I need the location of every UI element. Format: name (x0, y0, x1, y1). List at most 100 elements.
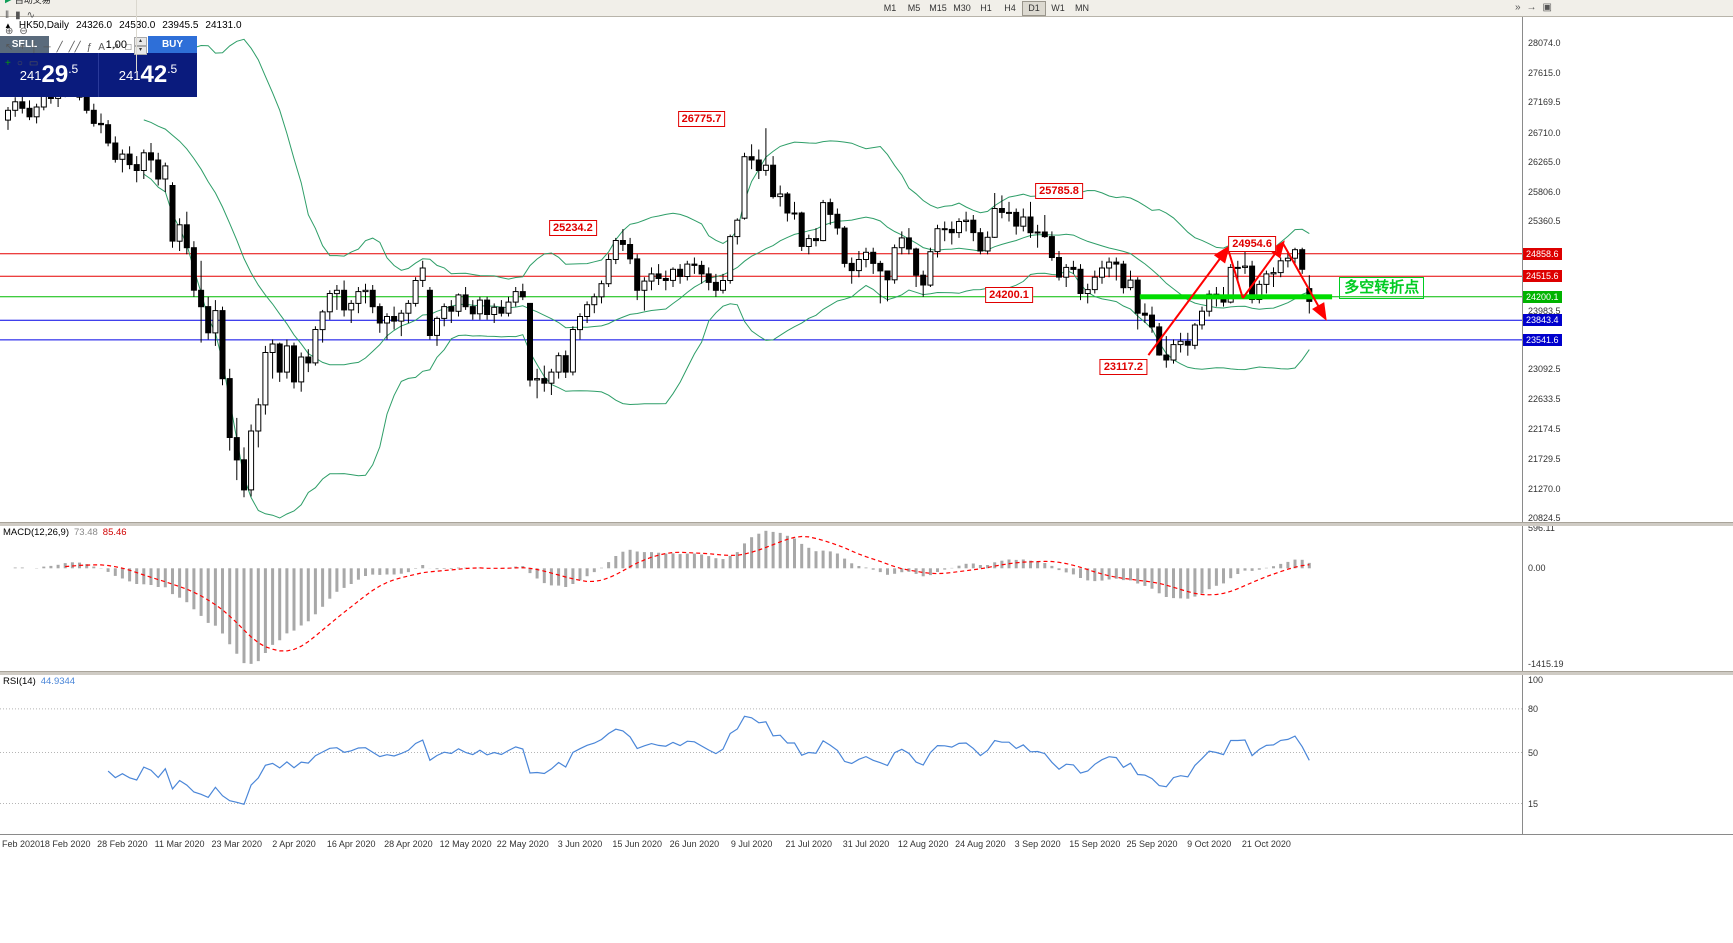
channel-icon[interactable]: ╱╱ (68, 42, 81, 53)
price-callout[interactable]: 26775.7 (677, 110, 726, 127)
date-label: 23 Mar 2020 (211, 839, 263, 849)
rsi-indicator-label: RSI(14) 44.9344 (3, 676, 76, 687)
price-level-badge: 24858.6 (1523, 247, 1562, 260)
date-label: 12 May 2020 (439, 839, 492, 849)
arrow-tool-icon[interactable]: ↗ (110, 42, 120, 53)
timeframe-toolbar: M1 M5 M15 M30 H1 H4 D1 W1 MN (878, 0, 1094, 16)
horizontal-line-icon[interactable]: ─ (43, 42, 51, 53)
price-callout[interactable]: 25234.2 (548, 220, 597, 237)
period-icon[interactable]: ○ (16, 58, 23, 69)
price-axis-label: 25806.0 (1528, 186, 1561, 197)
date-label: 3 Jun 2020 (557, 839, 603, 849)
date-label: 25 Sep 2020 (1126, 839, 1178, 849)
sell-button[interactable]: SELL (0, 36, 49, 53)
chart-shift-icon[interactable]: → (1526, 2, 1537, 13)
date-label: 2 Apr 2020 (272, 839, 316, 849)
symbol-period-label: HK50,Daily (18, 20, 69, 31)
date-label: 15 Jun 2020 (612, 839, 662, 849)
macd-axis-label: 0.00 (1528, 563, 1546, 574)
macd-pane[interactable] (0, 525, 1522, 671)
price-callout[interactable]: 25785.8 (1035, 182, 1083, 199)
zoom-in-icon[interactable]: ⊕ (5, 26, 14, 37)
timeframe-m1[interactable]: M1 (883, 2, 897, 13)
price-axis-label: 22633.5 (1528, 394, 1561, 405)
date-label: 12 Aug 2020 (897, 839, 949, 849)
volume-up-icon[interactable]: ▴ (134, 37, 147, 46)
sell-price-display[interactable]: 241 29.5 (19, 61, 79, 88)
timeframe-d1[interactable]: D1 (1022, 0, 1046, 16)
auto-scroll-icon[interactable]: » (1514, 2, 1521, 13)
shapes-icon[interactable]: □ (125, 42, 132, 53)
template-icon[interactable]: ▭ (28, 58, 39, 69)
macd-axis-label: 596.11 (1528, 523, 1555, 533)
date-label: 18 Feb 2020 (39, 839, 91, 849)
price-level-badge: 24515.6 (1523, 270, 1562, 283)
price-axis-label: 21270.0 (1528, 483, 1561, 494)
fibonacci-icon[interactable]: ƒ (86, 42, 93, 53)
trendline-icon[interactable]: ╱ (56, 42, 63, 53)
timeframe-m30[interactable]: M30 (953, 2, 971, 13)
price-axis-label: 25360.5 (1528, 215, 1561, 226)
rsi-axis-label: 100 (1528, 674, 1544, 685)
zoom-out-icon[interactable]: ⊖ (19, 26, 28, 37)
candlestick-icon[interactable]: ▮ (15, 10, 21, 21)
dock-icon[interactable]: ▣ (1542, 2, 1552, 13)
macd-indicator-label: MACD(12,26,9) 73.48 85.46 (3, 527, 127, 538)
line-chart-icon[interactable]: ∿ (26, 10, 36, 21)
volume-input[interactable] (49, 38, 129, 51)
price-axis-label: 27615.0 (1528, 68, 1561, 79)
date-label: 28 Apr 2020 (384, 839, 433, 849)
timeframe-h1[interactable]: H1 (980, 2, 992, 13)
volume-spinner: ▴ ▾ (134, 37, 147, 55)
timeframe-mn[interactable]: MN (1075, 2, 1089, 13)
date-label: 9 Oct 2020 (1187, 839, 1232, 849)
price-callout[interactable]: 24200.1 (985, 286, 1033, 303)
volume-down-icon[interactable]: ▾ (134, 46, 147, 55)
rsi-axis-label: 15 (1528, 798, 1539, 809)
date-label: 24 Aug 2020 (955, 839, 1006, 849)
price-axis-label: 23983.5 (1528, 306, 1561, 316)
pane-separator[interactable] (0, 671, 1733, 675)
date-label: 22 May 2020 (496, 839, 549, 849)
buy-price-display[interactable]: 241 42.5 (98, 53, 197, 97)
ohlc-open: 24326.0 (75, 20, 113, 31)
price-chart-pane[interactable]: 26775.7 25785.8 25234.2 24954.6 24200.1 23117… (0, 16, 1522, 522)
timeframe-w1[interactable]: W1 (1051, 2, 1065, 13)
toolbar: ▣▦▥⊞新订单◫▤◩▶自动交易‖▮∿⊕⊖↖+│─╱╱╱ƒA↗□+○▭ M1M5M… (0, 0, 1733, 72)
text-icon[interactable]: A (98, 42, 105, 53)
date-label: 31 Jul 2020 (842, 839, 890, 849)
vertical-line-icon[interactable]: │ (31, 42, 38, 53)
ohlc-close: 24131.0 (205, 20, 242, 31)
price-scale[interactable]: 28074.0 27615.0 27169.5 26710.0 26265.0 25806… (1522, 0, 1733, 943)
ohlc-low: 23945.5 (162, 20, 199, 31)
time-scale[interactable]: Feb 2020 18 Feb 2020 28 Feb 2020 11 Mar 202… (0, 834, 1733, 857)
buy-button[interactable]: BUY (148, 36, 197, 53)
date-label: 11 Mar 2020 (154, 839, 205, 849)
timeframe-m15[interactable]: M15 (929, 2, 947, 13)
turning-point-annotation[interactable]: 多空转折点 (1339, 276, 1425, 299)
date-label: 21 Jul 2020 (785, 839, 833, 849)
macd-axis-label: -1415.19 (1528, 658, 1564, 669)
add-indicator-icon[interactable]: + (5, 58, 11, 69)
toolbar-right-icons: » → ▣ (1512, 0, 1555, 16)
price-axis-label: 22174.5 (1528, 424, 1561, 435)
crosshair-icon[interactable]: + (19, 42, 26, 53)
rsi-pane[interactable] (0, 674, 1522, 834)
timeframe-h4[interactable]: H4 (1004, 2, 1016, 13)
timeframe-m5[interactable]: M5 (907, 2, 921, 13)
price-axis-label: 27169.5 (1528, 97, 1561, 108)
pane-separator[interactable] (0, 522, 1733, 526)
bar-chart-icon[interactable]: ‖ (5, 10, 10, 21)
volume-field: ▴ ▾ (49, 36, 148, 55)
price-callout[interactable]: 23117.2 (1099, 358, 1147, 375)
price-level-badge: 23843.4 (1523, 314, 1562, 327)
price-axis-label: 20824.5 (1528, 512, 1561, 523)
date-label: 16 Apr 2020 (326, 839, 376, 849)
autotrading-button[interactable]: ▶自动交易 (5, 0, 51, 5)
price-callout[interactable]: 24954.6 (1228, 235, 1276, 252)
cursor-icon[interactable]: ↖ (5, 42, 14, 53)
date-label: 9 Jul 2020 (730, 839, 773, 849)
one-click-collapse-icon[interactable]: ▲ (4, 21, 12, 30)
price-axis-label: 23092.5 (1528, 364, 1561, 375)
